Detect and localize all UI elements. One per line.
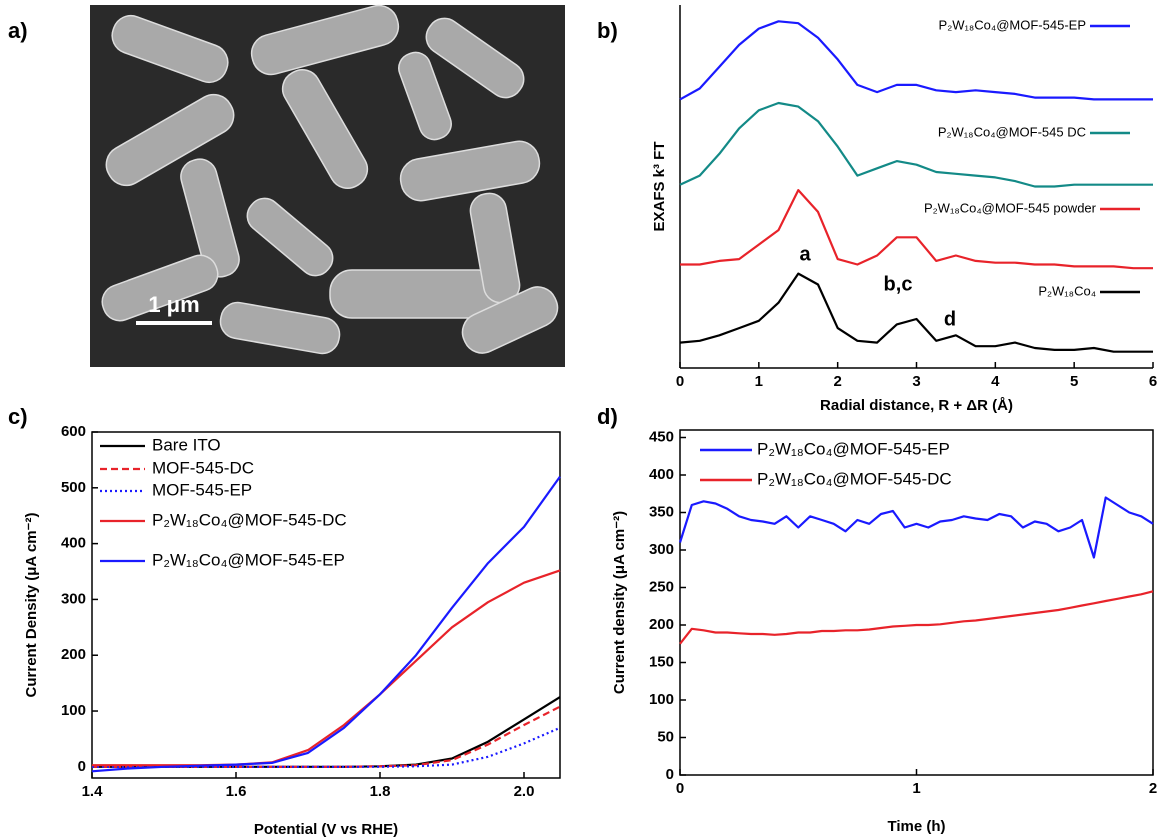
x-axis-label: Time (h) bbox=[887, 818, 945, 835]
legend-label: P₂W₁₈Co₄@MOF-545-EP bbox=[939, 17, 1086, 32]
x-tick-label: 4 bbox=[991, 373, 1000, 390]
y-tick-label: 0 bbox=[666, 766, 674, 783]
legend-label: P₂W₁₈Co₄@MOF-545-EP bbox=[152, 550, 345, 569]
legend-label: MOF-545-EP bbox=[152, 480, 252, 499]
y-tick-label: 200 bbox=[649, 616, 674, 633]
y-tick-label: 300 bbox=[649, 541, 674, 558]
x-tick-label: 6 bbox=[1149, 373, 1157, 390]
x-tick-label: 2 bbox=[1149, 780, 1157, 797]
x-tick-label: 1.8 bbox=[370, 783, 391, 800]
y-tick-label: 250 bbox=[649, 578, 674, 595]
annotation: d bbox=[944, 308, 956, 330]
series-line bbox=[92, 569, 561, 767]
panel-label: d) bbox=[597, 404, 618, 429]
x-tick-label: 1 bbox=[755, 373, 763, 390]
series-line bbox=[679, 101, 1153, 188]
x-tick-label: 5 bbox=[1070, 373, 1078, 390]
y-tick-label: 500 bbox=[61, 479, 86, 496]
scale-bar-label: 1 μm bbox=[148, 292, 199, 317]
x-tick-label: 0 bbox=[676, 373, 684, 390]
series-line bbox=[679, 20, 1153, 101]
sem-image bbox=[90, 4, 565, 367]
y-tick-label: 0 bbox=[78, 758, 86, 775]
series-line bbox=[92, 726, 561, 768]
y-axis-label: EXAFS k³ FT bbox=[651, 141, 668, 231]
legend-label: MOF-545-DC bbox=[152, 458, 254, 477]
series-line bbox=[680, 189, 1153, 270]
series-line bbox=[91, 475, 561, 773]
series-line bbox=[678, 496, 1154, 559]
series-line bbox=[679, 590, 1154, 645]
y-axis-label: Current Density (μA cm⁻²) bbox=[23, 513, 40, 698]
annotation: b,c bbox=[884, 273, 913, 295]
y-tick-label: 400 bbox=[649, 466, 674, 483]
y-tick-label: 300 bbox=[61, 590, 86, 607]
x-tick-label: 3 bbox=[912, 373, 920, 390]
legend-label: P₂W₁₈Co₄@MOF-545 powder bbox=[924, 200, 1097, 215]
plot-frame bbox=[91, 431, 561, 779]
y-tick-label: 100 bbox=[61, 702, 86, 719]
y-tick-label: 100 bbox=[649, 691, 674, 708]
legend-label: P₂W₁₈Co₄@MOF-545 DC bbox=[938, 124, 1086, 139]
series-line bbox=[679, 272, 1153, 353]
y-tick-label: 400 bbox=[61, 535, 86, 552]
x-tick-label: 1 bbox=[912, 780, 920, 797]
panel-label: c) bbox=[8, 404, 28, 429]
annotation: a bbox=[799, 243, 811, 265]
y-tick-label: 350 bbox=[649, 503, 674, 520]
y-tick-label: 150 bbox=[649, 653, 674, 670]
y-tick-label: 200 bbox=[61, 646, 86, 663]
x-tick-label: 2 bbox=[833, 373, 841, 390]
x-tick-label: 1.4 bbox=[82, 783, 104, 800]
y-axis-label: Current density (μA cm⁻²) bbox=[611, 511, 628, 694]
x-tick-label: 0 bbox=[676, 780, 684, 797]
y-tick-label: 450 bbox=[649, 428, 674, 445]
y-tick-label: 600 bbox=[61, 423, 86, 440]
x-tick-label: 1.6 bbox=[226, 783, 247, 800]
series-line bbox=[92, 696, 561, 768]
panel-label: b) bbox=[597, 18, 618, 43]
panel-label: a) bbox=[8, 18, 28, 43]
y-tick-label: 50 bbox=[657, 728, 674, 745]
x-axis-label: Radial distance, R + ΔR (Å) bbox=[820, 397, 1013, 414]
legend-label: Bare ITO bbox=[152, 435, 221, 454]
legend-label: P₂W₁₈Co₄@MOF-545-EP bbox=[757, 439, 950, 458]
x-axis-label: Potential (V vs RHE) bbox=[254, 821, 398, 838]
x-tick-label: 2.0 bbox=[514, 783, 535, 800]
legend-label: P₂W₁₈Co₄@MOF-545-DC bbox=[152, 510, 347, 529]
legend-label: P₂W₁₈Co₄ bbox=[1038, 283, 1096, 298]
legend-label: P₂W₁₈Co₄@MOF-545-DC bbox=[757, 469, 952, 488]
